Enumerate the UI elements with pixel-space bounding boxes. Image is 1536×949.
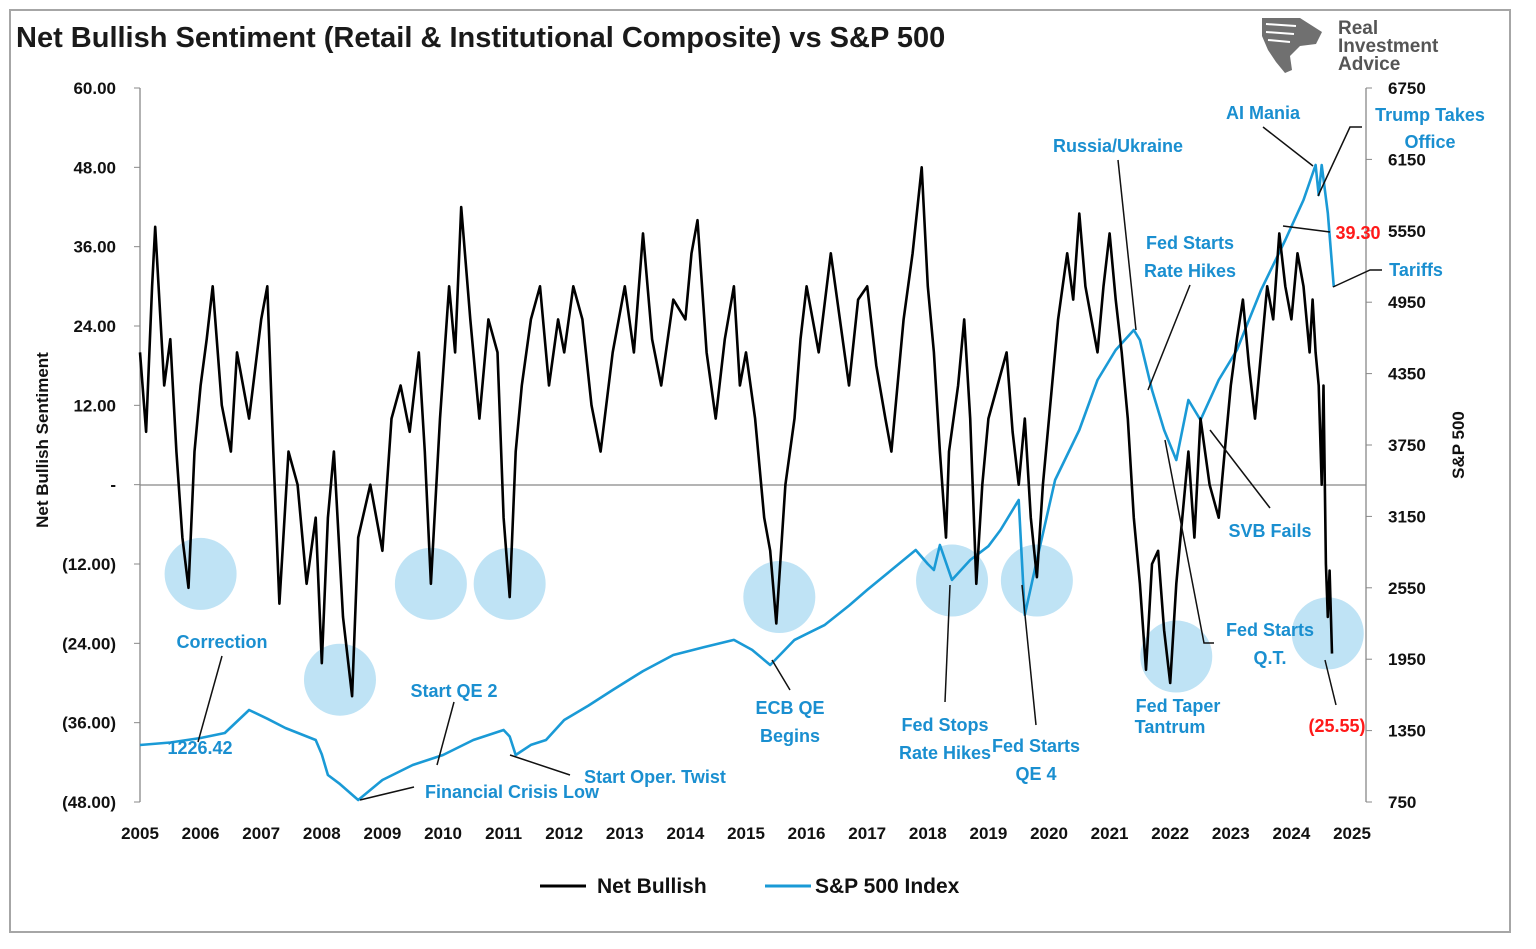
annotation-rate-hikes-2: Rate Hikes <box>1144 261 1236 281</box>
left-tick-label: 60.00 <box>73 79 116 98</box>
annotation-fed-qe4-2: QE 4 <box>1015 764 1056 784</box>
highlight-circles <box>164 537 1364 716</box>
x-axis-ticks: 2005 2006 2007 2008 2009 2010 2011 2012 2013 2014… <box>121 824 1371 843</box>
x-tick-label: 2008 <box>303 824 341 843</box>
logo-text-1: Real <box>1338 18 1378 39</box>
annotation-ecb-qe: ECB QE <box>755 698 824 718</box>
annotations: Correction 1226.42 Start QE 2 Financial … <box>167 103 1484 802</box>
x-tick-label: 2009 <box>363 824 401 843</box>
right-axis-ticks: 6750 6150 5550 4950 4350 3750 3150 2550 1950 1350… <box>1366 79 1426 812</box>
left-tick-label: (12.00) <box>62 555 116 574</box>
x-tick-label: 2015 <box>727 824 765 843</box>
x-tick-label: 2010 <box>424 824 462 843</box>
x-tick-label: 2020 <box>1030 824 1068 843</box>
annotation-fed-stops-2: Rate Hikes <box>899 743 991 763</box>
annotation-financial-crisis-low: Financial Crisis Low <box>425 782 600 802</box>
annotation-low-value: (25.55) <box>1308 716 1365 736</box>
left-tick-label: - <box>110 476 116 495</box>
left-axis-ticks: 60.00 48.00 36.00 24.00 12.00 - (12.00) (24.00)… <box>62 79 140 812</box>
annotation-oper-twist: Start Oper. Twist <box>584 767 726 787</box>
right-tick-label: 1950 <box>1388 650 1426 669</box>
highlight-circle-0 <box>164 537 237 610</box>
legend: Net Bullish S&P 500 Index <box>540 875 960 898</box>
right-axis-title: S&P 500 <box>1449 411 1468 479</box>
annotation-ecb-qe-2: Begins <box>760 726 820 746</box>
annotation-qt: Fed Starts <box>1226 620 1314 640</box>
right-tick-label: 4350 <box>1388 365 1426 384</box>
legend-label-sp500: S&P 500 Index <box>815 875 960 898</box>
x-tick-label: 2011 <box>485 824 522 843</box>
x-tick-label: 2016 <box>788 824 826 843</box>
left-tick-label: 48.00 <box>73 158 116 177</box>
left-axis-title: Net Bullish Sentiment <box>33 352 52 528</box>
annotation-trump-2: Office <box>1404 132 1455 152</box>
x-tick-label: 2006 <box>182 824 220 843</box>
right-tick-label: 1350 <box>1388 722 1426 741</box>
left-tick-label: (36.00) <box>62 714 116 733</box>
logo-text-3: Advice <box>1338 54 1400 75</box>
annotation-tariffs: Tariffs <box>1389 260 1443 280</box>
right-tick-label: 4950 <box>1388 293 1426 312</box>
highlight-circle-8 <box>1291 597 1364 670</box>
annotation-taper: Fed Taper <box>1136 696 1221 716</box>
annotation-qt-2: Q.T. <box>1253 648 1286 668</box>
annotation-ai-mania: AI Mania <box>1226 103 1301 123</box>
left-tick-label: 36.00 <box>73 238 116 257</box>
right-tick-label: 3150 <box>1388 507 1426 526</box>
x-tick-label: 2023 <box>1212 824 1250 843</box>
left-tick-label: (24.00) <box>62 634 116 653</box>
highlight-circle-1 <box>303 643 376 716</box>
left-tick-label: 12.00 <box>73 396 116 415</box>
left-tick-label: (48.00) <box>62 793 116 812</box>
x-tick-label: 2007 <box>242 824 280 843</box>
right-tick-label: 6150 <box>1388 150 1426 169</box>
x-tick-label: 2025 <box>1333 824 1371 843</box>
x-tick-label: 2021 <box>1091 824 1129 843</box>
x-tick-label: 2017 <box>848 824 886 843</box>
right-tick-label: 5550 <box>1388 222 1426 241</box>
series-sp500-line <box>139 163 1336 802</box>
logo-text-2: Investment <box>1338 36 1439 57</box>
annotation-russia: Russia/Ukraine <box>1053 136 1183 156</box>
annotation-trump: Trump Takes <box>1375 105 1485 125</box>
x-tick-label: 2018 <box>909 824 947 843</box>
annotation-correction: Correction <box>176 632 267 652</box>
x-tick-label: 2019 <box>969 824 1007 843</box>
annotation-rate-hikes: Fed Starts <box>1146 233 1234 253</box>
right-tick-label: 6750 <box>1388 79 1426 98</box>
annotation-fed-qe4: Fed Starts <box>992 736 1080 756</box>
x-tick-label: 2012 <box>545 824 583 843</box>
right-tick-label: 3750 <box>1388 436 1426 455</box>
annotation-svb: SVB Fails <box>1228 521 1311 541</box>
annotation-leaders <box>197 126 1382 801</box>
highlight-circle-6 <box>1000 544 1073 617</box>
x-tick-label: 2014 <box>666 824 704 843</box>
right-tick-label: 2550 <box>1388 579 1426 598</box>
chart-title: Net Bullish Sentiment (Retail & Institut… <box>16 22 945 54</box>
annotation-high-value: 39.30 <box>1335 223 1380 243</box>
x-tick-label: 2005 <box>121 824 159 843</box>
eagle-icon <box>1262 18 1322 73</box>
series-net-bullish-line <box>138 166 1334 698</box>
left-tick-label: 24.00 <box>73 317 116 336</box>
x-tick-label: 2013 <box>606 824 644 843</box>
x-tick-label: 2022 <box>1151 824 1189 843</box>
x-tick-label: 2024 <box>1272 824 1310 843</box>
annotation-start-qe2: Start QE 2 <box>410 681 497 701</box>
highlight-circle-7 <box>1140 620 1213 693</box>
legend-label-net-bullish: Net Bullish <box>597 875 707 898</box>
logo: Real Investment Advice <box>1262 18 1439 75</box>
annotation-taper-2: Tantrum <box>1135 717 1206 737</box>
annotation-fed-stops: Fed Stops <box>901 715 988 735</box>
annotation-start-value: 1226.42 <box>167 738 232 758</box>
right-tick-label: 750 <box>1388 793 1416 812</box>
